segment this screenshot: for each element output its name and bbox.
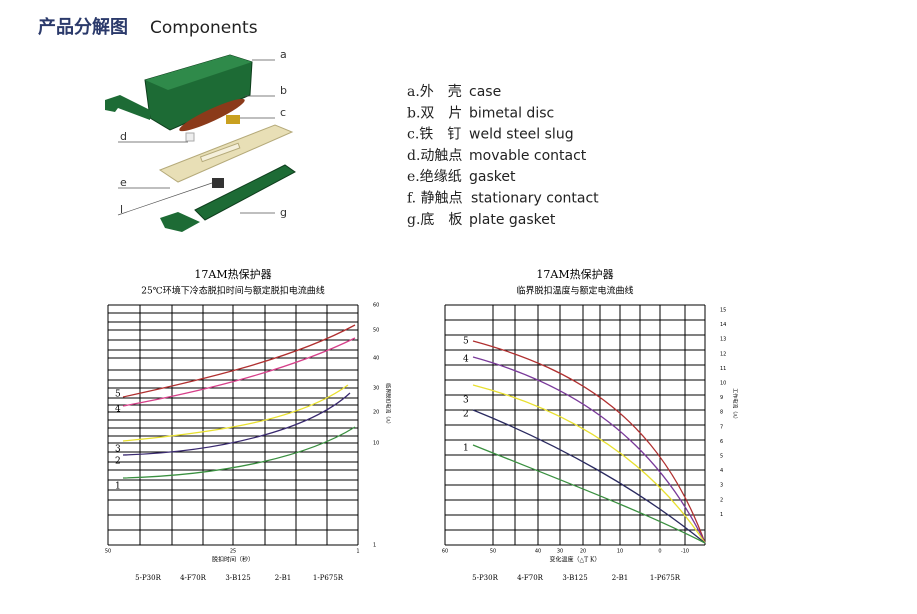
legend-item: 4-F70R [180, 574, 207, 582]
y-tick-label: 1 [373, 543, 376, 549]
legend-item: 4-F70R [517, 574, 544, 582]
chart: 17AM热保护器 25℃环境下冷态脱扣时间与额定脱扣电流曲线 5 4 3 2 1 50 25 1 6… [105, 267, 392, 582]
x-tick-label: -10 [681, 549, 689, 555]
part-label: b.双 片 [407, 105, 462, 121]
y-tick-label: 8 [720, 410, 723, 416]
x-axis-label: 变化温度（△T K） [549, 556, 600, 564]
y-axis-label: 临界脱扣电流（A） [385, 383, 392, 427]
exploded-illustration [105, 54, 296, 232]
x-tick-label: 50 [105, 549, 111, 555]
y-tick-label: 40 [373, 356, 379, 362]
chart-subtitle: 25℃环境下冷态脱扣时间与额定脱扣电流曲线 [141, 285, 325, 297]
legend-item: 3-B125 [562, 574, 587, 582]
part-name: stationary contact [471, 191, 599, 207]
curve [122, 426, 356, 479]
x-tick-label: 30 [557, 549, 563, 555]
curve-label: 5 [115, 390, 121, 400]
y-tick-label: 10 [373, 441, 379, 447]
part-name: movable contact [469, 148, 587, 164]
y-tick-label: 30 [373, 386, 379, 392]
part-label: g.底 板 [407, 212, 462, 228]
y-tick-label: 20 [373, 410, 379, 416]
x-tick-label: 1 [356, 549, 359, 555]
part-letter: g [280, 206, 287, 219]
x-tick-label: 60 [442, 549, 448, 555]
x-tick-label: 10 [617, 549, 623, 555]
y-tick-label: 10 [720, 381, 726, 387]
curve-label: 1 [463, 444, 469, 454]
curve-label: 1 [115, 482, 121, 492]
x-axis-label: 脱扣时间（秒） [212, 556, 254, 564]
curve-label: 5 [463, 337, 469, 347]
chart-title: 17AM热保护器 [194, 267, 271, 281]
curve [472, 444, 706, 544]
x-tick-label: 0 [658, 549, 661, 555]
y-tick-label: 11 [720, 366, 726, 372]
y-tick-label: 14 [720, 322, 726, 328]
curve [472, 384, 706, 544]
chart-subtitle: 临界脱扣温度与额定电流曲线 [516, 285, 633, 297]
x-tick-label: 25 [230, 549, 236, 555]
curve [122, 337, 356, 407]
y-tick-label: 2 [720, 497, 723, 503]
x-tick-label: 40 [535, 549, 541, 555]
part-label: f. 静触点 [407, 191, 463, 207]
curve-label: 2 [463, 410, 469, 420]
part-label: d.动触点 [407, 148, 462, 164]
curve-label: 3 [463, 396, 469, 406]
part-label: c.铁 钉 [407, 127, 461, 143]
y-tick-label: 7 [720, 424, 723, 430]
part-name: weld steel slug [469, 127, 574, 143]
curve [122, 384, 349, 442]
chart-title: 17AM热保护器 [536, 267, 613, 281]
curve [122, 324, 356, 398]
part-letter: b [280, 84, 287, 97]
curve-label: 2 [115, 457, 121, 467]
curve-label: 4 [463, 355, 469, 365]
part-name: plate gasket [469, 212, 556, 228]
y-tick-label: 12 [720, 351, 726, 357]
part-name: gasket [469, 169, 516, 185]
title-cn: 产品分解图 [38, 16, 128, 38]
part-letter: l [120, 203, 123, 216]
legend-item: 5-P30R [472, 574, 498, 582]
legend-item: 2-B1 [612, 574, 628, 582]
part-letter: a [280, 48, 287, 61]
y-tick-label: 5 [720, 454, 723, 460]
curve [472, 409, 706, 544]
curve-label: 4 [115, 405, 121, 415]
legend-item: 1-P675R [313, 574, 344, 582]
y-tick-label: 1 [720, 512, 723, 518]
curve [472, 340, 706, 544]
legend-item: 2-B1 [275, 574, 291, 582]
y-tick-label: 50 [373, 328, 379, 334]
legend-item: 3-B125 [225, 574, 250, 582]
title-en: Components [150, 18, 258, 38]
x-tick-label: 50 [490, 549, 496, 555]
curve-label: 3 [115, 445, 121, 455]
y-tick-label: 4 [720, 468, 723, 474]
part-label: e.绝缘纸 [407, 169, 462, 185]
x-tick-label: 20 [580, 549, 586, 555]
y-tick-label: 13 [720, 337, 726, 343]
y-tick-label: 3 [720, 483, 723, 489]
curve [122, 392, 351, 456]
y-tick-label: 60 [373, 303, 379, 309]
part-name: bimetal disc [469, 105, 554, 121]
part-letter: c [280, 106, 286, 119]
y-tick-label: 15 [720, 308, 726, 314]
legend-item: 5-P30R [135, 574, 161, 582]
y-tick-label: 9 [720, 395, 723, 401]
legend-item: 1-P675R [650, 574, 681, 582]
y-tick-label: 6 [720, 439, 723, 445]
part-letter: e [120, 176, 127, 189]
part-name: case [469, 84, 501, 100]
part-letter: d [120, 130, 127, 143]
part-label: a.外 壳 [407, 83, 462, 100]
curve [472, 356, 706, 544]
y-axis-label: 工作电流（A） [732, 388, 739, 422]
